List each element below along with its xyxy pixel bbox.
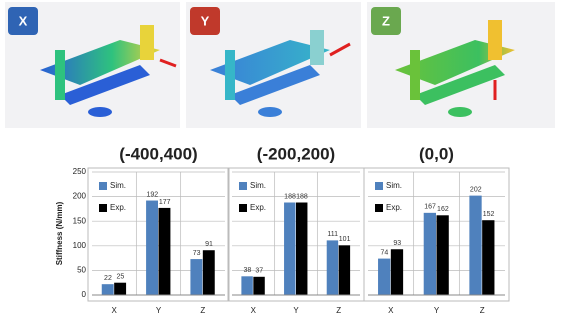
x-tick-label: X [388,306,394,315]
bar [101,284,114,295]
badge [371,7,401,35]
bar [423,212,436,295]
bar [146,200,158,295]
y-tick-label: 100 [73,241,87,250]
bar [158,207,171,295]
value-label: 73 [193,250,201,257]
value-label: 22 [104,275,112,282]
legend-swatch [375,204,383,212]
legend-swatch [99,204,107,212]
y-tick-label: 200 [73,192,87,201]
value-label: 93 [393,240,401,247]
legend-label: Exp. [250,203,266,212]
value-label: 177 [159,199,171,206]
value-label: 25 [116,274,124,281]
chart-title: (0,0) [419,144,454,163]
y-tick-label: 250 [73,167,87,176]
bar [253,276,265,295]
bar [296,202,308,295]
bar [390,249,404,295]
x-tick-label: X [251,306,257,315]
legend-swatch [239,182,247,190]
y-tick-label: 0 [82,290,87,299]
legend-label: Exp. [386,203,402,212]
value-label: 192 [146,191,158,198]
value-label: 37 [255,268,263,275]
x-tick-label: Y [434,306,440,315]
bar [378,258,391,295]
bar [190,259,203,295]
value-label: 91 [205,241,213,248]
render-x [40,25,177,117]
bar [436,215,449,295]
y-tick-label: 50 [77,266,86,275]
render-y [210,30,351,117]
x-tick-label: Y [293,306,299,315]
bar [202,250,215,295]
value-label: 152 [483,211,495,218]
legend-swatch [99,182,107,190]
render-panels: X Y Z [5,2,555,128]
chart-title: (-400,400) [119,144,197,163]
chart-frame [87,167,230,302]
bar [338,245,351,295]
bar [326,240,339,295]
value-label: 188 [296,193,308,200]
x-tick-label: Z [200,306,205,315]
legend-swatch [239,204,247,212]
bar [241,276,253,295]
badge [8,7,38,35]
y-axis-label: Stiffness (N/mm) [55,201,64,265]
legend-label: Sim. [250,181,266,190]
value-label: 74 [381,249,389,256]
legend-label: Sim. [110,181,126,190]
legend-swatch [375,182,383,190]
legend-label: Sim. [386,181,402,190]
value-label: 167 [424,204,436,211]
x-tick-label: Y [156,306,162,315]
bar [114,282,127,295]
value-label: 111 [327,231,338,238]
x-tick-label: X [111,306,117,315]
badge-label: Z [382,13,390,28]
chart-frame [363,167,510,302]
chart-title: (-200,200) [257,144,335,163]
value-label: 188 [284,193,296,200]
x-tick-label: Z [480,306,485,315]
badge-label: Y [201,13,210,28]
bar [482,220,495,295]
value-label: 38 [243,267,251,274]
legend-label: Exp. [110,203,126,212]
badge-label: X [19,13,28,28]
x-tick-label: Z [336,306,341,315]
render-z [395,20,515,117]
badge [190,7,220,35]
y-tick-label: 150 [73,216,87,225]
value-label: 202 [470,186,482,193]
bar [469,195,482,295]
bar [284,202,296,295]
value-label: 162 [437,206,449,213]
value-label: 101 [339,236,351,243]
